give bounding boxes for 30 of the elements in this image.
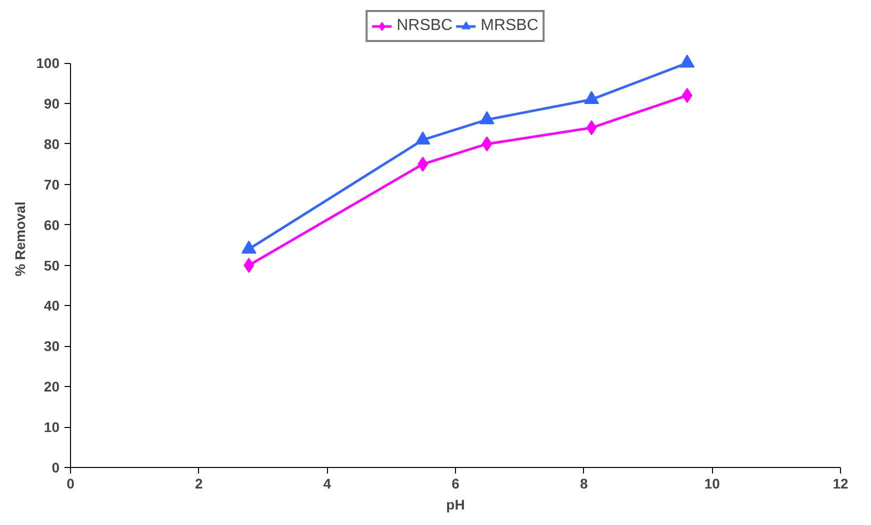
point	[482, 136, 492, 152]
y-tick-label: 50	[44, 257, 60, 274]
x-tick-label: 10	[704, 476, 720, 492]
point	[586, 120, 597, 136]
x-tick-label: 8	[580, 476, 588, 492]
x-tick-label: 2	[194, 476, 203, 492]
y-axis-title: % Removal	[12, 202, 28, 276]
point	[479, 111, 494, 124]
x-axis-title: pH	[446, 496, 465, 512]
legend-label: NRSBC	[396, 17, 453, 35]
y-tick-label: 30	[44, 338, 60, 354]
y-tick-label: 70	[44, 176, 60, 192]
y-tick-label: 20	[44, 378, 60, 395]
legend-label: MRSBC	[480, 17, 538, 35]
point	[244, 258, 254, 273]
point	[682, 88, 692, 103]
y-tick-label: 60	[44, 216, 60, 233]
x-tick-label: 4	[323, 476, 332, 492]
x-tick-label: 6	[452, 476, 460, 492]
point	[415, 131, 430, 144]
y-tick-label: 0	[52, 460, 60, 476]
y-tick-label: 10	[44, 419, 60, 436]
y-tick-label: 90	[44, 96, 60, 112]
y-tick-label: 80	[44, 136, 60, 152]
x-tick-label: 0	[66, 476, 75, 492]
point	[680, 54, 695, 68]
y-tick-label: 40	[44, 298, 60, 314]
point	[584, 90, 600, 104]
x-tick-label: 12	[832, 476, 848, 492]
y-tick-label: 100	[36, 55, 60, 72]
